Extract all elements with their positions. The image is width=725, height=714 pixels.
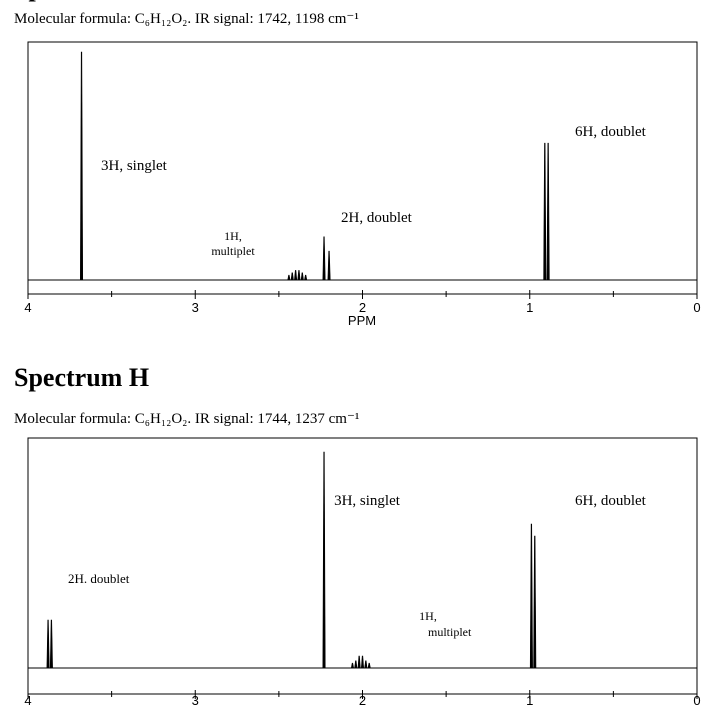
- peak: [304, 274, 308, 281]
- tick-label: 3: [192, 300, 199, 315]
- peak-annotation: 2H. doublet: [68, 571, 130, 586]
- peak-annotation: 3H, singlet: [101, 158, 168, 174]
- peak: [294, 270, 298, 281]
- peak: [350, 662, 354, 669]
- peak-annotation: multiplet: [428, 625, 472, 639]
- peak: [322, 451, 326, 669]
- plot-frame: [27, 437, 698, 695]
- tick-label: 0: [693, 693, 700, 708]
- peak: [327, 250, 331, 281]
- peak-annotation: 6H, doublet: [575, 124, 647, 140]
- peak-annotation: 2H, doublet: [341, 210, 413, 226]
- tick-label: 1: [526, 300, 533, 315]
- peak: [546, 142, 550, 281]
- axis-label: PPM: [348, 313, 376, 328]
- peak-annotation: 6H, doublet: [575, 493, 647, 509]
- peak: [46, 619, 50, 669]
- peak: [529, 523, 533, 669]
- peak: [364, 660, 368, 669]
- peak: [297, 270, 301, 281]
- peak: [290, 272, 294, 281]
- formula-line: Molecular formula: C₆H₁₂O₂. IR signal: 1…: [14, 11, 359, 27]
- peak: [533, 535, 537, 669]
- peak: [80, 51, 84, 281]
- spectrum-title: Spectrum H: [14, 363, 149, 392]
- tick-label: 4: [24, 300, 31, 315]
- peak: [354, 660, 358, 669]
- tick-label: 2: [359, 693, 366, 708]
- formula-line: Molecular formula: C₆H₁₂O₂. IR signal: 1…: [14, 411, 359, 427]
- spectrum-title: Spectrum G: [14, 0, 149, 2]
- peak: [357, 655, 361, 669]
- peak-annotation: 3H, singlet: [334, 493, 401, 509]
- tick-label: 2: [359, 300, 366, 315]
- peak: [367, 662, 371, 669]
- peak-annotation: 1H,: [419, 609, 437, 623]
- peak-annotation: 1H,: [224, 229, 242, 243]
- peak: [300, 272, 304, 281]
- peak: [49, 619, 53, 669]
- tick-label: 0: [693, 300, 700, 315]
- tick-label: 3: [192, 693, 199, 708]
- tick-label: 1: [526, 693, 533, 708]
- peak: [543, 142, 547, 281]
- peak: [361, 655, 364, 669]
- peak-annotation: multiplet: [211, 244, 255, 258]
- tick-label: 4: [24, 693, 31, 708]
- peak: [322, 236, 326, 281]
- peak: [287, 274, 291, 281]
